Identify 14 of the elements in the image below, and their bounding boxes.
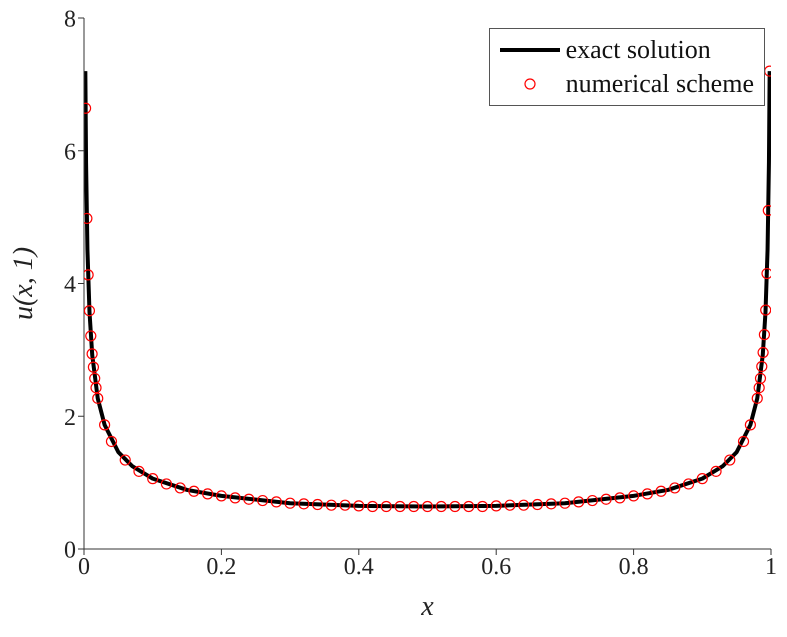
x-tick-label: 1 [765, 554, 777, 580]
legend-label: numerical scheme [566, 68, 754, 100]
x-tick-label: 0.8 [618, 554, 649, 580]
x-tick-label: 0.4 [344, 554, 374, 580]
y-axis-title: u(x, 1) [8, 246, 39, 320]
y-tick-label: 2 [64, 404, 76, 431]
x-tick-label: 0.6 [481, 554, 512, 580]
y-tick-label: 4 [64, 272, 76, 298]
x-axis-title: x [420, 591, 434, 622]
legend-label: exact solution [566, 34, 711, 66]
y-tick-label: 0 [64, 538, 76, 564]
y-tick-label: 8 [64, 6, 76, 33]
y-tick-label: 6 [64, 139, 76, 166]
x-tick-label: 0.2 [206, 554, 236, 580]
